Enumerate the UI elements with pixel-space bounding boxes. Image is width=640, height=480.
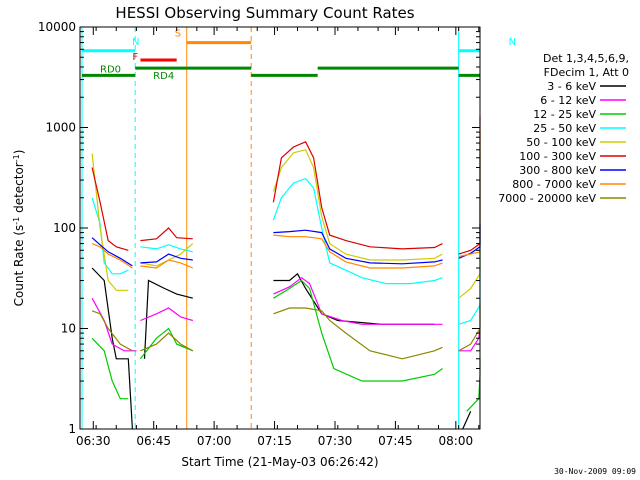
- series-line-50-100-kev: [91, 153, 129, 291]
- status-bar-label: N: [132, 37, 139, 48]
- plot-frame: [79, 26, 481, 430]
- footer-date: 30-Nov-2009 09:09: [554, 467, 636, 476]
- x-tick-label: 08:00: [439, 434, 474, 448]
- x-tick-label: 07:15: [257, 434, 292, 448]
- series-line-7000-20000-kev: [140, 332, 194, 352]
- series-line-800-7000-kev: [140, 259, 194, 269]
- series-line-12-25-kev: [91, 337, 129, 400]
- x-tick-label: 06:45: [136, 434, 171, 448]
- legend-label: 50 - 100 keV: [526, 136, 596, 149]
- legend-label: 12 - 25 keV: [533, 108, 596, 121]
- series-line-3-6-kev: [143, 279, 193, 359]
- status-bar-label: RD0: [100, 64, 121, 75]
- legend-label: 3 - 6 keV: [547, 80, 596, 93]
- series-line-50-100-kev: [272, 149, 443, 261]
- series-line-6-12-kev: [458, 328, 481, 352]
- series-line-7000-20000-kev: [273, 307, 443, 360]
- legend: Det 1,3,4,5,6,9, FDecim 1, Att 0 3 - 6 k…: [498, 52, 629, 205]
- y-tick-label: 1: [68, 422, 76, 436]
- legend-header-line-2: FDecim 1, Att 0: [544, 66, 629, 79]
- series-line-3-6-kev: [91, 267, 133, 430]
- series-line-50-100-kev: [458, 132, 481, 299]
- series-line-300-800-kev: [140, 253, 193, 264]
- status-bar-label: S: [175, 29, 181, 40]
- y-tick-label: 10: [61, 322, 76, 336]
- x-tick-label: 07:30: [318, 434, 353, 448]
- legend-label: 300 - 800 keV: [519, 164, 596, 177]
- plot-area: N N S F RD0 RD4: [81, 27, 516, 430]
- legend-label: 7000 - 20000 keV: [498, 192, 596, 205]
- legend-label: 25 - 50 keV: [533, 122, 596, 135]
- series-line-6-12-kev: [273, 276, 443, 325]
- y-axis: 1 10 100 1000 10000: [38, 20, 480, 436]
- series-line-12-25-kev: [466, 358, 481, 412]
- series-line-300-800-kev: [273, 229, 443, 265]
- series-line-800-7000-kev: [91, 243, 133, 269]
- y-tick-label: 10000: [38, 20, 76, 34]
- legend-header-line-1: Det 1,3,4,5,6,9,: [543, 52, 629, 65]
- status-bar-label: RD4: [153, 71, 174, 82]
- series-line-100-300-kev: [272, 141, 443, 250]
- y-tick-label: 1000: [45, 121, 76, 135]
- x-axis-label: Start Time (21-May-03 06:26:42): [181, 455, 378, 469]
- series-line-25-50-kev: [272, 177, 443, 285]
- x-axis: 06:30 06:45 07:00 07:15 07:30 07:45 08:00: [76, 27, 480, 448]
- y-tick-label: 100: [53, 221, 76, 235]
- series-line-6-12-kev: [140, 307, 193, 322]
- series-line-300-800-kev: [91, 237, 133, 267]
- legend-label: 800 - 7000 keV: [512, 178, 596, 191]
- status-bar-label: F: [132, 52, 138, 63]
- x-tick-label: 07:45: [378, 434, 413, 448]
- status-bar-label: N: [509, 37, 516, 48]
- series-line-12-25-kev: [139, 327, 194, 360]
- legend-label: 6 - 12 keV: [540, 94, 596, 107]
- y-axis-label: Count Rate (s-1 detector-1): [12, 150, 26, 307]
- series-line-800-7000-kev: [273, 234, 443, 269]
- series-line-12-25-kev: [273, 279, 443, 382]
- chart-title: HESSI Observing Summary Count Rates: [115, 4, 414, 22]
- x-tick-label: 07:00: [197, 434, 232, 448]
- series-line-7000-20000-kev: [91, 310, 133, 352]
- series-line-100-300-kev: [140, 227, 193, 242]
- legend-label: 100 - 300 keV: [519, 150, 596, 163]
- series-line-100-300-kev: [91, 167, 129, 251]
- series-line-6-12-kev: [91, 297, 137, 352]
- series-line-3-6-kev: [462, 411, 472, 430]
- x-tick-label: 06:30: [76, 434, 111, 448]
- series-line-100-300-kev: [458, 116, 481, 255]
